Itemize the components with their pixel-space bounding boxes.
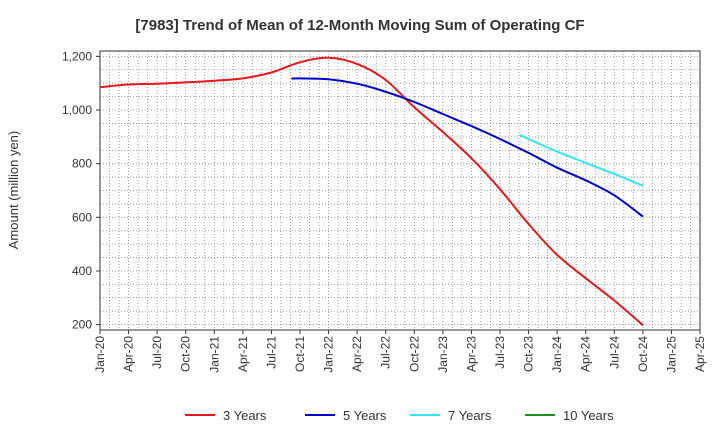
series-line-7-years xyxy=(519,134,644,187)
x-tick-label: Apr-21 xyxy=(236,336,250,372)
series-line-5-years xyxy=(291,77,644,218)
x-tick-label: Jan-23 xyxy=(436,336,450,373)
x-tick-label: Oct-22 xyxy=(407,336,421,372)
x-tick-label: Oct-24 xyxy=(636,336,650,372)
x-tick-label: Jan-21 xyxy=(207,336,221,373)
legend-label-5-years: 5 Years xyxy=(343,408,387,423)
legend-label-3-years: 3 Years xyxy=(223,408,267,423)
y-tick-label: 600 xyxy=(72,210,92,224)
y-tick-label: 800 xyxy=(72,157,92,171)
x-tick-label: Jan-20 xyxy=(93,336,107,373)
chart-title: [7983] Trend of Mean of 12-Month Moving … xyxy=(135,17,584,34)
x-tick-label: Apr-23 xyxy=(464,336,478,372)
x-tick-label: Jul-22 xyxy=(379,336,393,369)
series-line-3-years xyxy=(99,56,644,326)
x-tick-label: Oct-20 xyxy=(179,336,193,372)
grid xyxy=(100,51,700,330)
x-tick-label: Jan-25 xyxy=(664,336,678,373)
x-tick-label: Jan-24 xyxy=(550,336,564,373)
x-tick-label: Apr-25 xyxy=(693,336,707,372)
y-tick-label: 400 xyxy=(72,264,92,278)
y-axis-label: Amount (million yen) xyxy=(6,131,21,250)
x-tick-label: Oct-21 xyxy=(293,336,307,372)
plot-area xyxy=(99,50,701,331)
legend-label-10-years: 10 Years xyxy=(563,408,614,423)
x-tick-label: Apr-20 xyxy=(122,336,136,372)
series-layer xyxy=(99,56,644,326)
x-tick-label: Jul-24 xyxy=(607,336,621,369)
x-tick-label: Jul-20 xyxy=(150,336,164,369)
y-tick-label: 1,200 xyxy=(62,49,92,63)
x-axis: Jan-20 Apr-20 Jul-20 Oct-20 Jan-21 Apr-21 Jul-… xyxy=(93,330,707,373)
legend-label-7-years: 7 Years xyxy=(448,408,492,423)
x-tick-label: Apr-22 xyxy=(350,336,364,372)
y-tick-label: 200 xyxy=(72,318,92,332)
x-tick-label: Jul-21 xyxy=(264,336,278,369)
x-tick-label: Jan-22 xyxy=(322,336,336,373)
legend: 3 Years 5 Years 7 Years 10 Years xyxy=(185,408,614,423)
x-tick-label: Jul-23 xyxy=(493,336,507,369)
y-tick-label: 1,000 xyxy=(62,103,92,117)
x-tick-label: Apr-24 xyxy=(579,336,593,372)
y-axis: 200 400 600 800 1,000 1,200 xyxy=(62,49,100,332)
x-tick-label: Oct-23 xyxy=(522,336,536,372)
